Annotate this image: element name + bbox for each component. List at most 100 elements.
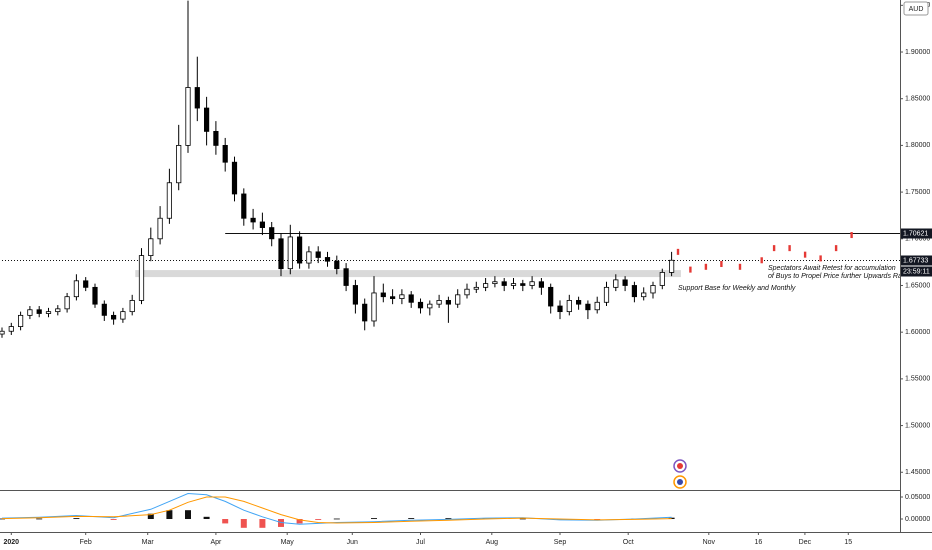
projection-mark: [676, 248, 680, 255]
projection-mark: [834, 245, 838, 252]
macd-histogram-bar: [203, 516, 210, 520]
candle-body: [436, 300, 442, 305]
candle-body: [129, 300, 135, 313]
macd-histogram-bar: [519, 518, 526, 520]
candle-body: [659, 272, 665, 286]
candle-body: [64, 296, 70, 310]
candle-body: [464, 288, 470, 296]
candle-body: [427, 303, 433, 309]
candle-body: [231, 161, 238, 195]
candle-body: [324, 257, 331, 262]
candle-body: [120, 311, 126, 320]
y-tick-label: 1.90000: [905, 49, 930, 56]
candle-body: [73, 280, 79, 298]
candle-body: [8, 326, 14, 332]
candle-body: [566, 300, 572, 313]
y-tick-label: 1.55000: [905, 376, 930, 383]
macd-histogram-bar: [147, 513, 154, 520]
candle-body: [631, 285, 638, 298]
candle-body: [362, 303, 368, 322]
macd-histogram-bar: [668, 517, 675, 520]
candle-body: [380, 292, 386, 298]
candle-body: [622, 279, 628, 286]
x-tick-label: Jun: [347, 539, 358, 546]
level-label: 1.70621: [903, 230, 928, 237]
x-tick-label: Mar: [142, 539, 155, 546]
candle-body: [669, 259, 675, 273]
event-icon-dot: [677, 463, 683, 469]
level-label: 1.67733: [903, 257, 928, 264]
candle-body: [17, 314, 24, 327]
candle-body: [92, 286, 98, 305]
candle-body: [83, 280, 89, 288]
candle-body: [157, 217, 163, 240]
macd-histogram-bar: [259, 519, 266, 528]
macd-histogram-bar: [445, 518, 452, 520]
x-tick-label: Sep: [554, 539, 567, 546]
macd-histogram-bar: [36, 518, 43, 520]
macd-histogram-bar: [296, 519, 303, 524]
annotation: Spectators Await Retest for accumulation: [768, 265, 896, 272]
macd-y-tick-label: 0.05000: [905, 494, 930, 501]
candle-body: [650, 285, 656, 294]
candle-body: [557, 305, 563, 313]
projection-mark: [850, 232, 853, 239]
x-tick-label: 15: [844, 539, 852, 546]
y-tick-label: 1.75000: [905, 189, 930, 196]
x-tick-label: Nov: [703, 539, 716, 546]
candle-body: [529, 281, 535, 286]
currency-box[interactable]: [903, 1, 929, 16]
candle-body: [287, 236, 293, 270]
projection-mark: [772, 245, 776, 252]
candle-body: [0, 330, 5, 335]
candle-body: [306, 251, 312, 264]
candle-body: [203, 107, 210, 132]
macd-histogram-bar: [73, 518, 80, 520]
candle-body: [399, 294, 405, 299]
candle-body: [576, 300, 582, 305]
candle-body: [455, 294, 461, 305]
level-label-box: [901, 255, 932, 266]
candle-body: [492, 281, 498, 285]
macd-y-tick-label: 0.00000: [905, 516, 930, 523]
candle-body: [482, 283, 489, 288]
candle-body: [250, 217, 256, 223]
candle-body: [408, 294, 414, 303]
x-tick-label: May: [281, 539, 295, 546]
x-tick-label: Dec: [799, 539, 812, 546]
macd-pane: [0, 492, 675, 528]
countdown: 23:59:11: [903, 268, 930, 275]
x-tick-label: 2020: [4, 539, 20, 546]
candle-body: [27, 309, 33, 316]
x-tick-label: Oct: [623, 539, 634, 546]
candle-body: [194, 87, 200, 109]
y-tick-label: 1.70000: [905, 236, 930, 243]
x-tick-label: Jul: [416, 539, 425, 546]
event-icon-dot: [677, 479, 683, 485]
candle-body: [334, 260, 340, 270]
candle-body: [603, 286, 610, 303]
candle-body: [166, 182, 172, 219]
x-tick-label: Aug: [486, 539, 499, 546]
y-tick-label: 1.60000: [905, 329, 930, 336]
candle-body: [501, 281, 507, 286]
candle-body: [45, 311, 52, 314]
candle-body: [259, 221, 266, 228]
candle-body: [315, 251, 321, 258]
macd-histogram-bar: [222, 519, 229, 524]
currency-label: AUD: [909, 6, 924, 13]
candle-body: [101, 303, 107, 316]
x-tick-label: Apr: [210, 539, 222, 546]
projection-mark: [788, 245, 791, 252]
signal-line: [1, 496, 672, 524]
candle-body: [213, 130, 219, 146]
projection-mark: [704, 263, 708, 270]
y-tick-label: 1.45000: [905, 469, 930, 476]
candle-body: [269, 227, 275, 240]
projection-mark: [760, 257, 763, 264]
candle-body: [594, 301, 600, 311]
y-tick-label: 1.80000: [905, 142, 930, 149]
macd-histogram-bar: [166, 510, 173, 520]
candle-body: [510, 283, 517, 286]
